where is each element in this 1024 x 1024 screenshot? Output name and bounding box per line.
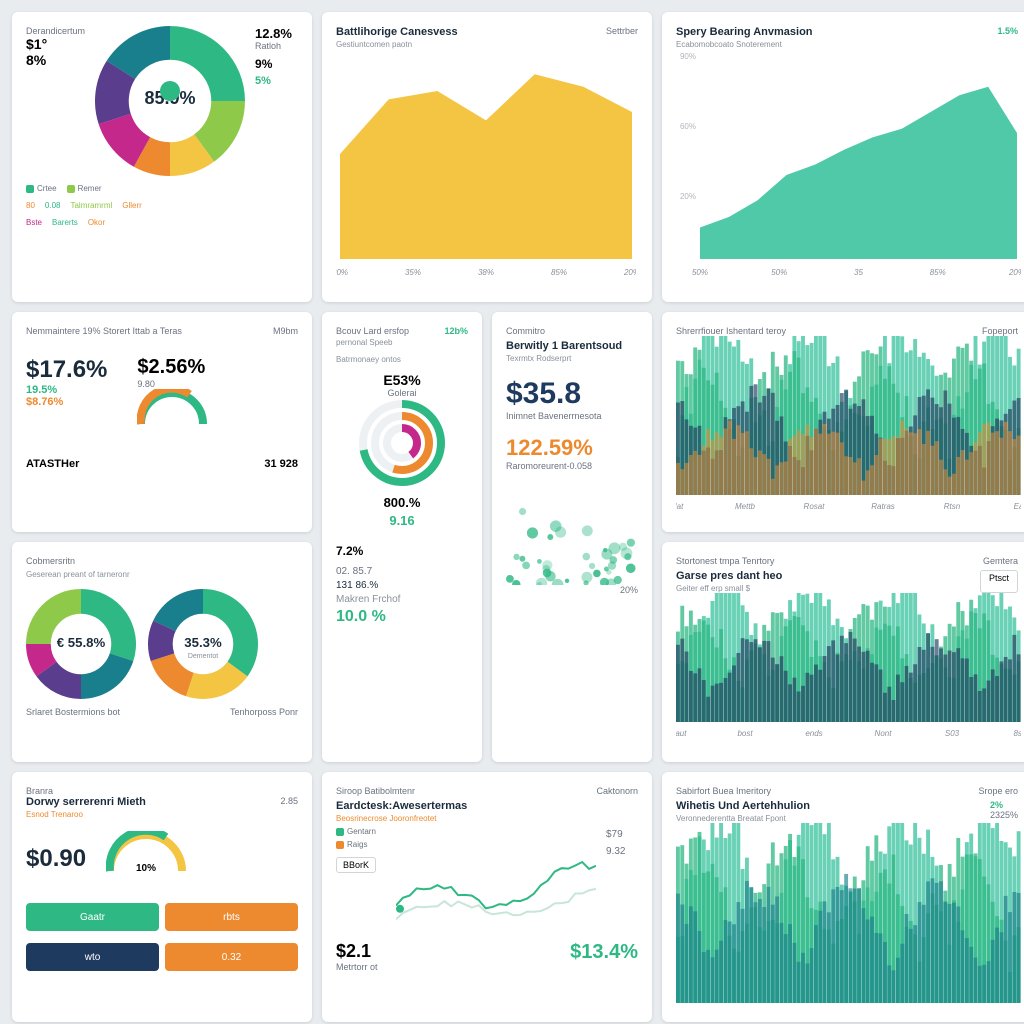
dashboard-grid: Derandicertum $1° 8% 85.9% 12.8% Ratloh … (12, 12, 1012, 1012)
spark-card-3[interactable]: Sabirfort Buea Imeritory Srope ero Wihet… (662, 772, 1024, 1022)
svg-text:50%: 50% (771, 268, 787, 277)
donut-legend: CrteeRemer (26, 184, 298, 193)
donut-allocation-card[interactable]: Derandicertum $1° 8% 85.9% 12.8% Ratloh … (12, 12, 312, 302)
spark-card-1[interactable]: Shrerrfiouer Ishentard teroy Fopeport IN… (662, 312, 1024, 532)
area-chart-card-2[interactable]: Spery Bearing Anvmasion Ecabomobcoato Sn… (662, 12, 1024, 302)
arc-gauge (137, 389, 207, 438)
double-donut-card[interactable]: Cobmersritn Geserean preant of tarneronr… (12, 542, 312, 762)
line-chart (396, 823, 596, 933)
svg-text:bost: bost (737, 729, 753, 738)
svg-text:38%: 38% (478, 268, 494, 277)
dense-bar-chart: Soaut bost ends Nont S03 8ste (676, 593, 1018, 738)
svg-text:Rtsn: Rtsn (944, 502, 961, 511)
area-chart: 90% 60% 20% 50% 50% 35 85% 20% (676, 49, 1018, 279)
concentric-rings (336, 398, 468, 488)
svg-text:20%: 20% (1008, 268, 1021, 277)
progress-bar[interactable]: wto (26, 943, 159, 971)
progress-bar[interactable]: 0.32 (165, 943, 298, 971)
dense-bar-chart (676, 823, 1018, 1003)
card-title: Battlihorige Canesvess (336, 26, 458, 38)
svg-text:Dementot: Dementot (188, 653, 218, 660)
svg-text:20%: 20% (336, 268, 348, 277)
area-chart: 20% 35% 38% 85% 20% (336, 49, 638, 279)
svg-text:20%: 20% (680, 192, 696, 201)
area-chart-card-1[interactable]: Battlihorige Canesvess Gestiuntcomen pao… (322, 12, 652, 302)
kpi-value: $0.90 (26, 845, 86, 873)
svg-text:35%: 35% (405, 268, 421, 277)
svg-text:35.3%: 35.3% (184, 635, 222, 650)
card-title: Spery Bearing Anvmasion (676, 26, 813, 38)
svg-text:INat: INat (676, 502, 684, 511)
svg-text:20%: 20% (623, 268, 636, 277)
progress-bar[interactable]: Gaatr (26, 903, 159, 931)
svg-text:10%: 10% (136, 863, 156, 874)
dense-bar-chart: INat Mettb Rosat Ratras Rtsn Eart (676, 336, 1018, 511)
scatter-chart (506, 485, 638, 585)
arc-gauge: 10% (106, 831, 186, 887)
line-chart-card[interactable]: Siroop Batibolmtenr Caktonorn Eardctesk:… (322, 772, 652, 1022)
stat-label: Derandicertum (26, 26, 85, 36)
svg-text:8ste: 8ste (1013, 729, 1021, 738)
chip-badge[interactable]: BBorK (336, 857, 376, 873)
progress-card[interactable]: Branra Dorwy serrerenri Mieth Esnod Tren… (12, 772, 312, 1022)
svg-text:50%: 50% (692, 268, 708, 277)
svg-text:60%: 60% (680, 122, 696, 131)
chip-badge[interactable]: Ptsct (980, 570, 1018, 593)
svg-text:90%: 90% (680, 52, 696, 61)
svg-text:S03: S03 (945, 729, 960, 738)
svg-text:Rosat: Rosat (804, 502, 826, 511)
svg-text:Ratras: Ratras (871, 502, 895, 511)
svg-text:ends: ends (805, 729, 822, 738)
kpi-card-1[interactable]: Nemmaintere 19% Storert Ittab a Teras M9… (12, 312, 312, 532)
pct-badge: 1.5% (997, 26, 1018, 49)
kpi-main-value: $17.6% (26, 356, 107, 384)
svg-text:Nont: Nont (875, 729, 893, 738)
svg-text:Mettb: Mettb (735, 502, 756, 511)
svg-text:85%: 85% (930, 268, 946, 277)
svg-text:€ 55.8%: € 55.8% (57, 635, 106, 650)
donut-chart: 35.3% Dementot (148, 589, 258, 699)
kpi-column-card[interactable]: Commitro Berwitly 1 Barentsoud Texrmtx R… (492, 312, 652, 762)
kpi-big-value: $35.8 (506, 377, 638, 411)
donut-chart: 85.9% (95, 26, 245, 176)
spark-card-2[interactable]: Stortonest tmpa Tenrtory Gemtera Garse p… (662, 542, 1024, 762)
svg-text:35: 35 (854, 268, 863, 277)
svg-text:85%: 85% (551, 268, 567, 277)
donut-chart: € 55.8% (26, 589, 136, 699)
progress-bar[interactable]: rbts (165, 903, 298, 931)
rings-stat-card[interactable]: Bcouv Lard ersfop 12b% pernonal Speeb Ba… (322, 312, 482, 762)
svg-text:Eart: Eart (1014, 502, 1021, 511)
svg-text:Soaut: Soaut (676, 729, 687, 738)
